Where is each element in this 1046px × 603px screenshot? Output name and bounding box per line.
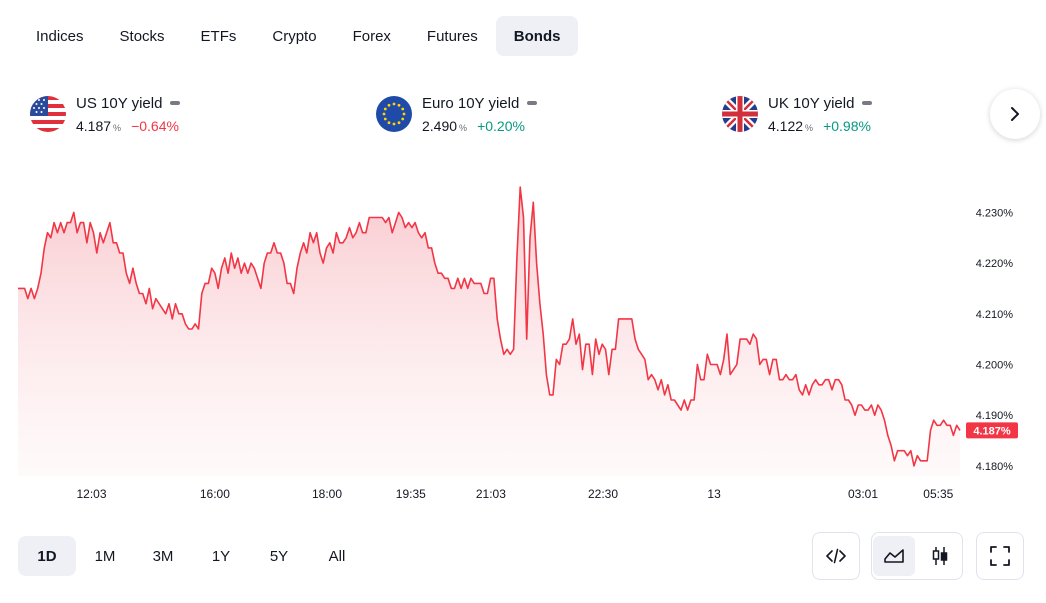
eu-flag-icon bbox=[376, 96, 412, 132]
x-tick-label: 12:03 bbox=[76, 487, 106, 501]
bond-value: 4.187% bbox=[76, 117, 122, 134]
x-tick-label: 18:00 bbox=[312, 487, 342, 501]
bond-cards: US 10Y yield 4.187% −0.64% Euro 10Y yiel… bbox=[18, 81, 1028, 147]
area-chart-icon bbox=[884, 549, 904, 563]
bond-name: US 10Y yield bbox=[76, 94, 163, 112]
bond-card-euro[interactable]: Euro 10Y yield 2.490% +0.20% bbox=[364, 81, 679, 147]
y-tick-label: 4.220% bbox=[976, 258, 1014, 270]
fullscreen-tool bbox=[976, 532, 1024, 580]
bond-change: +0.98% bbox=[823, 117, 871, 134]
tab-bonds[interactable]: Bonds bbox=[495, 16, 579, 56]
tab-indices[interactable]: Indices bbox=[36, 27, 84, 45]
bond-card-us[interactable]: US 10Y yield 4.187% −0.64% bbox=[18, 81, 333, 147]
tab-forex[interactable]: Forex bbox=[352, 27, 391, 45]
fullscreen-button[interactable] bbox=[979, 536, 1021, 576]
next-cards-button[interactable] bbox=[990, 89, 1040, 139]
bond-name: Euro 10Y yield bbox=[422, 94, 520, 112]
tab-stocks[interactable]: Stocks bbox=[119, 27, 165, 45]
y-tick-label: 4.190% bbox=[976, 410, 1014, 422]
x-tick-label: 22:30 bbox=[588, 487, 618, 501]
candle-chart-button[interactable] bbox=[919, 536, 961, 576]
x-tick-label: 21:03 bbox=[476, 487, 506, 501]
x-tick-label: 05:35 bbox=[923, 487, 953, 501]
y-tick-label: 4.200% bbox=[976, 360, 1014, 372]
range-5y[interactable]: 5Y bbox=[269, 547, 289, 565]
bond-name: UK 10Y yield bbox=[768, 94, 855, 112]
market-status-icon bbox=[862, 101, 873, 105]
tab-etfs[interactable]: ETFs bbox=[200, 27, 237, 45]
y-tick-label: 4.230% bbox=[976, 207, 1014, 219]
chart-style-tool bbox=[871, 532, 963, 580]
range-all[interactable]: All bbox=[328, 547, 346, 565]
x-tick-label: 03:01 bbox=[848, 487, 878, 501]
bond-value: 4.122% bbox=[768, 117, 814, 134]
area-chart-button[interactable] bbox=[873, 536, 915, 576]
range-1y[interactable]: 1Y bbox=[211, 547, 231, 565]
yield-chart[interactable]: 4.180% 4.190% 4.200% 4.210% 4.220% 4.230% 12:… bbox=[0, 160, 1046, 510]
x-tick-label: 16:00 bbox=[200, 487, 230, 501]
fullscreen-icon bbox=[990, 546, 1010, 566]
candlestick-icon bbox=[932, 547, 948, 565]
chevron-right-icon bbox=[1011, 107, 1019, 121]
bond-change: +0.20% bbox=[477, 117, 525, 134]
area-fill bbox=[18, 187, 960, 476]
x-tick-label: 13 bbox=[707, 487, 721, 501]
tab-crypto[interactable]: Crypto bbox=[272, 27, 317, 45]
range-1d[interactable]: 1D bbox=[18, 536, 76, 576]
last-value-badge bbox=[966, 422, 1018, 439]
tab-futures[interactable]: Futures bbox=[426, 27, 478, 45]
x-tick-label: 19:35 bbox=[396, 487, 426, 501]
bond-value: 2.490% bbox=[422, 117, 468, 134]
chart-canvas: 4.180% 4.190% 4.200% 4.210% 4.220% 4.230% 12:… bbox=[18, 186, 1018, 501]
us-flag-icon bbox=[30, 96, 66, 132]
market-status-icon bbox=[170, 101, 181, 105]
bond-change: −0.64% bbox=[131, 117, 179, 134]
last-value-label: 4.187% bbox=[973, 425, 1011, 437]
range-1m[interactable]: 1M bbox=[94, 547, 116, 565]
range-selector: 1D 1M 3M 1Y 5Y All bbox=[18, 536, 366, 576]
embed-tool bbox=[812, 532, 860, 580]
embed-code-button[interactable] bbox=[815, 536, 857, 576]
market-tabs: Indices Stocks ETFs Crypto Forex Futures Bonds bbox=[18, 16, 579, 56]
y-tick-label: 4.180% bbox=[976, 461, 1014, 473]
market-status-icon bbox=[527, 101, 538, 105]
bond-card-uk[interactable]: UK 10Y yield 4.122% +0.98% bbox=[710, 81, 1025, 147]
y-tick-label: 4.210% bbox=[976, 309, 1014, 321]
yield-line bbox=[18, 186, 961, 467]
code-icon bbox=[826, 548, 846, 564]
range-3m[interactable]: 3M bbox=[152, 547, 174, 565]
uk-flag-icon bbox=[722, 96, 758, 132]
